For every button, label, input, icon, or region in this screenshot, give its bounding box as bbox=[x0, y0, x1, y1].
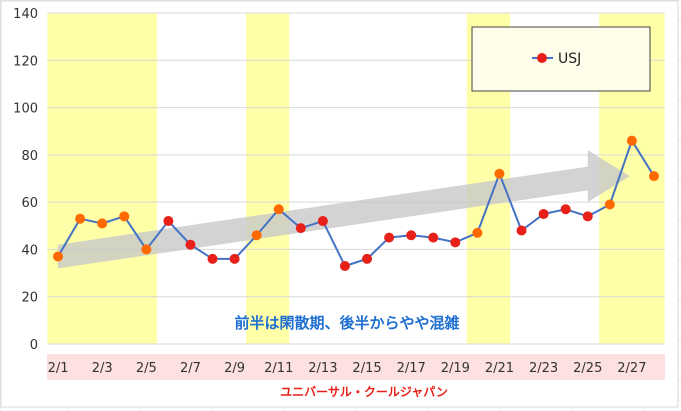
data-point bbox=[428, 232, 439, 243]
data-point bbox=[406, 230, 417, 241]
x-tick-label: 2/15 bbox=[352, 361, 381, 376]
y-tick-label: 40 bbox=[21, 243, 38, 258]
y-tick-label: 100 bbox=[13, 102, 38, 117]
y-tick-label: 120 bbox=[13, 54, 38, 69]
data-point bbox=[229, 253, 240, 264]
data-point bbox=[384, 232, 395, 243]
highlight-band bbox=[246, 13, 290, 344]
data-point bbox=[339, 260, 350, 271]
data-point bbox=[251, 230, 262, 241]
legend-label-usj: USJ bbox=[558, 51, 581, 67]
x-tick-label: 2/21 bbox=[485, 361, 514, 376]
y-tick-label: 140 bbox=[13, 7, 38, 22]
annotation-text: 前半は閑散期、後半からやや混雑 bbox=[234, 314, 459, 332]
y-tick-label: 80 bbox=[21, 149, 38, 164]
x-axis-title: ユニバーサル・クールジャパン bbox=[280, 385, 448, 399]
data-point bbox=[53, 251, 64, 262]
series-line-usj bbox=[57, 138, 655, 268]
data-point bbox=[119, 211, 130, 222]
y-tick-label: 60 bbox=[21, 196, 38, 211]
x-tick-label: 2/17 bbox=[397, 361, 426, 376]
y-tick-label: 20 bbox=[21, 291, 38, 306]
data-point bbox=[538, 208, 549, 219]
x-tick-label: 2/7 bbox=[180, 361, 201, 376]
data-point bbox=[560, 204, 571, 215]
data-point bbox=[516, 225, 527, 236]
data-point bbox=[273, 204, 284, 215]
x-tick-label: 2/11 bbox=[264, 361, 293, 376]
legend-marker-swatch bbox=[537, 53, 547, 63]
data-point bbox=[317, 216, 328, 227]
x-tick-label: 2/27 bbox=[617, 361, 646, 376]
data-point bbox=[75, 213, 86, 224]
data-point bbox=[295, 223, 306, 234]
data-point bbox=[494, 168, 505, 179]
data-point bbox=[450, 237, 461, 248]
y-tick-label: 0 bbox=[30, 338, 38, 353]
data-point bbox=[163, 216, 174, 227]
data-point bbox=[185, 239, 196, 250]
x-tick-label: 2/19 bbox=[441, 361, 470, 376]
x-axis-ticks: 2/1 2/3 2/5 2/7 2/9 2/11 2/13 2/15 2/17 2/19 2/21 2… bbox=[48, 361, 647, 376]
x-tick-label: 2/13 bbox=[308, 361, 337, 376]
y-axis-ticks: 0 20 40 60 80 100 120 140 bbox=[13, 7, 38, 353]
data-point bbox=[362, 253, 373, 264]
x-tick-label: 2/3 bbox=[92, 361, 113, 376]
legend: USJ bbox=[471, 26, 651, 92]
data-point bbox=[604, 199, 615, 210]
data-point bbox=[626, 135, 637, 146]
data-point bbox=[207, 253, 218, 264]
data-point bbox=[97, 218, 108, 229]
x-tick-label: 2/23 bbox=[529, 361, 558, 376]
data-point bbox=[472, 227, 483, 238]
data-point bbox=[582, 211, 593, 222]
x-tick-label: 2/9 bbox=[224, 361, 245, 376]
data-point bbox=[648, 171, 659, 182]
data-markers bbox=[53, 135, 659, 271]
x-tick-label: 2/5 bbox=[136, 361, 157, 376]
legend-box bbox=[471, 26, 651, 92]
x-tick-label: 2/1 bbox=[48, 361, 69, 376]
trend-arrow bbox=[58, 150, 630, 269]
highlight-band bbox=[47, 13, 157, 344]
x-tick-label: 2/25 bbox=[573, 361, 602, 376]
x-axis-band bbox=[47, 354, 665, 380]
data-point bbox=[141, 244, 152, 255]
